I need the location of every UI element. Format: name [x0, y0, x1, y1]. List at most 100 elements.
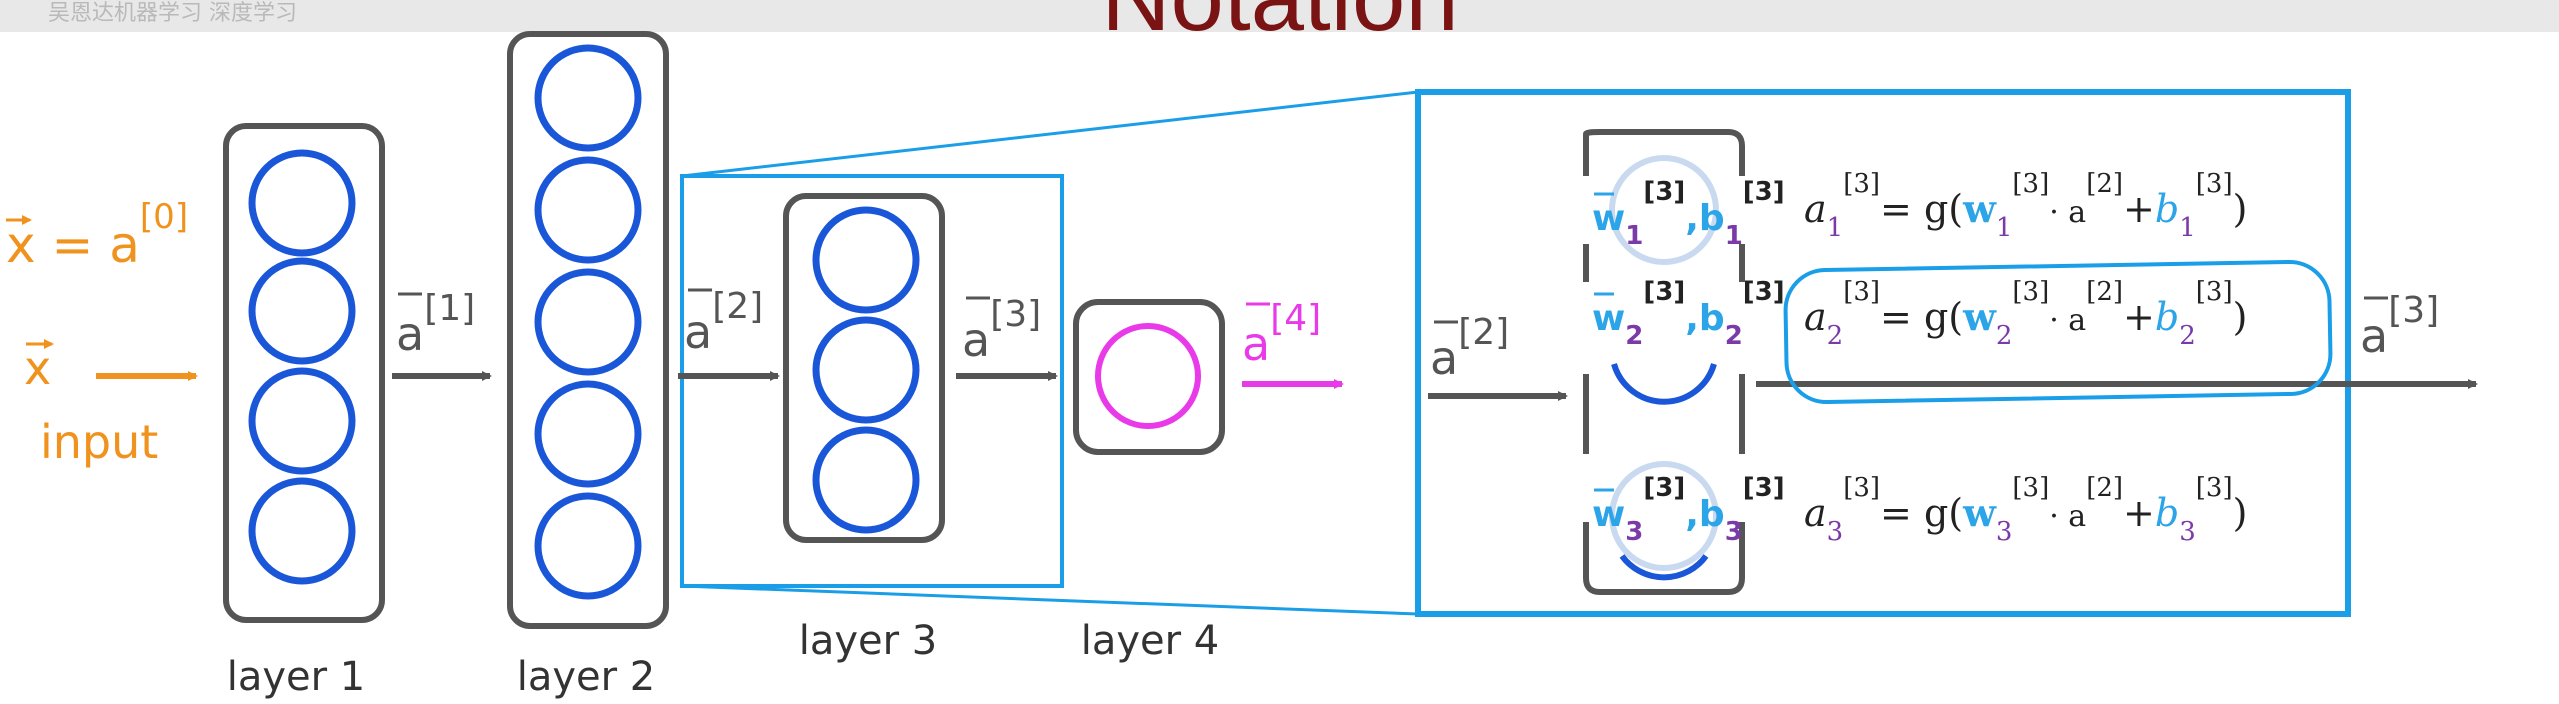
unit-1-comma: ,	[1685, 198, 1699, 239]
unit-1-w-sup: [3]	[1643, 177, 1685, 207]
arrow-a4-sup: [4]	[1270, 298, 1321, 339]
unit-2-b-sup: [3]	[1743, 277, 1785, 307]
layer-3-unit	[816, 320, 916, 420]
arrow-a2-label: a[2]	[684, 286, 763, 359]
eq3-w-sub: 3	[1996, 517, 2013, 547]
layer-1-unit	[252, 153, 352, 253]
eq2-g: = g(	[1880, 295, 1963, 339]
unit-3-w-text: w	[1592, 494, 1625, 535]
arrow-a4: a[4]	[1242, 298, 1342, 384]
eq1-w: w	[1962, 186, 1997, 231]
arrow-a4-label: a[4]	[1242, 298, 1321, 371]
eq2-b: b	[2155, 295, 2179, 339]
unit-3-b-sup: [3]	[1743, 473, 1785, 503]
unit-2-w-text: w	[1592, 298, 1625, 339]
eq2-a-sup: [3]	[1843, 277, 1880, 307]
eq1-close: )	[2233, 187, 2248, 231]
unit-2-comma: ,	[1685, 298, 1699, 339]
detail-input-sup: [2]	[1458, 312, 1509, 353]
layer-2-unit	[538, 160, 638, 260]
layer-3-detail: a[2] a[3] w1[3],b1[3] w2[3],b2[3] w3[3],…	[1418, 92, 2476, 614]
unit-1-b-sub: 1	[1725, 221, 1743, 251]
equation-1: a1[3]= g(w1[3]· a[2]+b1[3])	[1804, 169, 2247, 243]
arrow-a4-text: a	[1242, 317, 1270, 371]
arrow-a2-text: a	[684, 305, 712, 359]
eq1-plus: +	[2123, 187, 2155, 231]
eq3-a-sup: [3]	[1843, 473, 1880, 503]
detail-input-text: a	[1430, 331, 1458, 385]
layer-4-label: layer 4	[1081, 618, 1220, 664]
watermark-text: 吴恩达机器学习 深度学习	[48, 1, 297, 26]
x-eq-text: x = a	[6, 216, 140, 274]
equation-3-text: a3[3]= g(w3[3]· a[2]+b3[3])	[1804, 473, 2247, 547]
arrow-a1-sup: [1]	[424, 288, 475, 329]
eq2-prev-sup: [2]	[2086, 277, 2123, 307]
layer-1-unit	[252, 261, 352, 361]
eq3-plus: +	[2123, 491, 2155, 535]
eq3-prev-sup: [2]	[2086, 473, 2123, 503]
unit-3-w-sub: 3	[1625, 517, 1643, 547]
eq3-close: )	[2233, 491, 2248, 535]
layer-3-unit	[816, 430, 916, 530]
eq3-a-sub: 3	[1827, 517, 1844, 547]
layer-4: layer 4	[1076, 302, 1222, 664]
layer-4-unit	[1098, 326, 1198, 426]
layer-2-unit	[538, 384, 638, 484]
detail-column-top	[1586, 132, 1742, 176]
layer-2-unit	[538, 496, 638, 596]
eq3-b-sub: 3	[2179, 517, 2196, 547]
unit-3-w-sup: [3]	[1643, 473, 1685, 503]
arrow-a1: a[1]	[392, 288, 490, 376]
eq2-dot: · a	[2049, 303, 2086, 338]
eq1-a-sub: 1	[1827, 213, 1844, 243]
arrow-a3-label: a[3]	[962, 294, 1041, 367]
layer-1: layer 1	[226, 126, 382, 700]
eq3-g: = g(	[1880, 491, 1963, 535]
eq3-b-sup: [3]	[2196, 473, 2233, 503]
eq2-plus: +	[2123, 295, 2155, 339]
eq2-b-sub: 2	[2179, 321, 2196, 351]
unit-2-w-sub: 2	[1625, 321, 1643, 351]
zoom-guide-top	[682, 92, 1418, 176]
equation-2-text: a2[3]= g(w2[3]· a[2]+b2[3])	[1804, 277, 2247, 351]
x-equals-a0: x = a[0]	[6, 197, 188, 274]
eq2-b-sup: [3]	[2196, 277, 2233, 307]
eq2-close: )	[2233, 295, 2248, 339]
detail-output-sup: [3]	[2388, 290, 2439, 331]
layer-1-unit	[252, 481, 352, 581]
layer-1-unit	[252, 371, 352, 471]
detail-unit-2	[1614, 364, 1714, 402]
x-label: x	[24, 341, 51, 395]
input-label: input	[40, 415, 158, 469]
eq1-prev-sup: [2]	[2086, 169, 2123, 199]
layer-2-unit	[538, 272, 638, 372]
eq3-w-sup: [3]	[2012, 473, 2049, 503]
equation-3: a3[3]= g(w3[3]· a[2]+b3[3])	[1804, 473, 2247, 547]
layer-1-label: layer 1	[227, 654, 366, 700]
layer-2-unit	[538, 48, 638, 148]
zoom-guide-bottom	[682, 586, 1418, 614]
unit-3-b-sub: 3	[1725, 517, 1743, 547]
eq3-a: a	[1804, 491, 1827, 535]
eq1-b-sup: [3]	[2196, 169, 2233, 199]
eq2-a: a	[1804, 295, 1827, 339]
layer-2-label: layer 2	[517, 654, 656, 700]
eq1-a-sup: [3]	[1843, 169, 1880, 199]
unit-1-b-sup: [3]	[1743, 177, 1785, 207]
eq1-a: a	[1804, 187, 1827, 231]
arrow-a3: a[3]	[956, 294, 1056, 376]
eq1-dot: · a	[2049, 195, 2086, 230]
eq3-b: b	[2155, 491, 2179, 535]
layer-3-label: layer 3	[799, 618, 938, 664]
unit-2-w: w2[3],b2[3]	[1592, 277, 1785, 351]
arrow-a1-text: a	[396, 307, 424, 361]
arrow-a2-sup: [2]	[712, 286, 763, 327]
x-eq-sup: [0]	[140, 197, 188, 237]
detail-output-label: a[3]	[2360, 290, 2439, 363]
equation-1-text: a1[3]= g(w1[3]· a[2]+b1[3])	[1804, 169, 2247, 243]
input-section: x = a[0] x input	[6, 197, 196, 469]
eq1-b-sub: 1	[2179, 213, 2196, 243]
arrow-a2: a[2]	[678, 286, 778, 376]
